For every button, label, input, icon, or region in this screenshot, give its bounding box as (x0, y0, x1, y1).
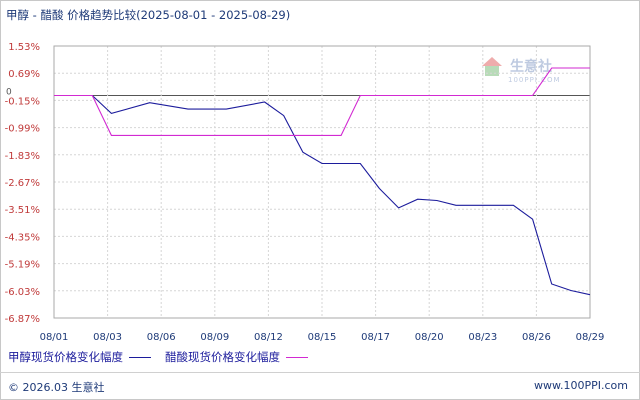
y-tick-label: -5.19% (5, 260, 40, 271)
x-tick-label: 08/12 (254, 332, 283, 343)
y-tick-label: 1.53% (8, 42, 40, 53)
y-axis-ticks: 1.53% 0.69% -0.15% -0.99% -1.83% -2.67% -3.51%… (5, 42, 40, 325)
x-tick-label: 08/26 (522, 332, 551, 343)
x-tick-label: 08/29 (576, 332, 605, 343)
watermark-name: 生意社 (510, 58, 552, 75)
x-tick-label: 08/09 (200, 332, 229, 343)
y-tick-label: -3.51% (5, 205, 40, 216)
y-tick-label: -0.99% (5, 124, 40, 135)
legend-swatch-methanol (129, 356, 151, 358)
legend: 甲醇现货价格变化幅度 醋酸现货价格变化幅度 (8, 349, 322, 365)
y-tick-label: -6.03% (5, 287, 40, 298)
footer-divider (0, 372, 640, 373)
y-tick-label: -0.15% (5, 96, 40, 107)
x-tick-label: 08/17 (361, 332, 390, 343)
legend-label-methanol: 甲醇现货价格变化幅度 (8, 350, 123, 364)
series-lines (54, 67, 591, 296)
x-axis-ticks: 08/01 08/03 08/06 08/09 08/12 08/15 08/17 08/20… (40, 332, 605, 343)
house-logo-icon (482, 57, 502, 76)
x-tick-label: 08/23 (468, 332, 497, 343)
x-tick-label: 08/01 (40, 332, 69, 343)
x-tick-label: 08/20 (415, 332, 444, 343)
y-tick-label: 0.69% (8, 69, 40, 80)
watermark-site: 100PPI.COM (508, 76, 561, 84)
legend-swatch-acetic-acid (286, 356, 308, 358)
watermark-logo: 生意社 100PPI.COM (482, 57, 561, 84)
zero-label: 0 (6, 88, 12, 98)
chart-title-text: 甲醇 - 醋酸 价格趋势比较 (6, 8, 137, 22)
chart-date-range: (2025-08-01 - 2025-08-29) (136, 8, 291, 22)
y-tick-label: -4.35% (5, 232, 40, 243)
y-tick-label: -1.83% (5, 151, 40, 162)
legend-item-methanol: 甲醇现货价格变化幅度 (8, 349, 151, 365)
x-tick-label: 08/03 (93, 332, 122, 343)
y-tick-label: -2.67% (5, 178, 40, 189)
chart-title: 甲醇 - 醋酸 价格趋势比较(2025-08-01 - 2025-08-29) (6, 7, 290, 23)
footer-site-link[interactable]: www.100PPI.com (534, 379, 628, 392)
legend-label-acetic-acid: 醋酸现货价格变化幅度 (165, 350, 280, 364)
series-line-methanol (54, 94, 591, 296)
legend-item-acetic-acid: 醋酸现货价格变化幅度 (165, 349, 308, 365)
x-tick-label: 08/15 (308, 332, 337, 343)
series-line-acetic-acid (54, 67, 590, 136)
x-tick-label: 08/06 (147, 332, 176, 343)
grid (53, 45, 591, 319)
y-tick-label: -6.87% (5, 314, 40, 325)
plot-area-border (53, 45, 591, 319)
footer-copyright: © 2026.03 生意社 (8, 381, 105, 394)
